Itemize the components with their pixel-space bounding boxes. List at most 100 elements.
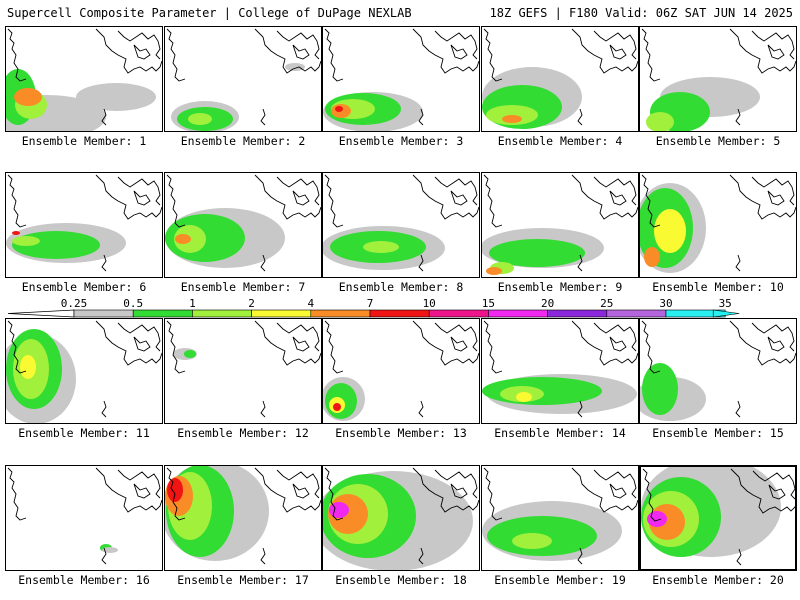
scp-contour-region bbox=[188, 113, 212, 125]
colorbar-tick-label: 35 bbox=[719, 297, 732, 310]
scp-field-map bbox=[482, 174, 638, 275]
scp-field-map bbox=[323, 28, 479, 131]
scp-contour-region bbox=[12, 231, 20, 235]
scp-contour-region bbox=[646, 112, 674, 131]
ensemble-member-label: Ensemble Member: 6 bbox=[21, 280, 147, 294]
scp-field-map bbox=[640, 320, 796, 421]
colorbar-segment bbox=[310, 309, 371, 318]
scp-field-map bbox=[6, 320, 162, 423]
color-scale-bar: 0.25 0.5 1 2 4 7 10 15 20 25 30 35 bbox=[7, 297, 740, 318]
scp-field-map bbox=[323, 320, 479, 421]
scp-field-map bbox=[165, 174, 321, 272]
coastline-outline bbox=[7, 467, 162, 565]
ensemble-map-panel bbox=[5, 465, 163, 571]
scp-contour-region bbox=[512, 533, 552, 549]
scp-field-map bbox=[323, 174, 479, 272]
ensemble-map-panel bbox=[481, 465, 639, 571]
scp-contour-region bbox=[363, 241, 399, 253]
ensemble-map-panel bbox=[5, 172, 163, 278]
scp-contour-region bbox=[654, 209, 686, 253]
colorbar-tick-label: 0.5 bbox=[123, 297, 143, 310]
ensemble-map-panel bbox=[639, 318, 797, 424]
header-right-title: 18Z GEFS | F180 Valid: 06Z SAT JUN 14 20… bbox=[489, 6, 793, 20]
ensemble-member-label: Ensemble Member: 15 bbox=[652, 426, 784, 440]
scp-contour-region bbox=[333, 403, 341, 411]
scp-field-map bbox=[641, 28, 796, 131]
coastline-outline bbox=[483, 467, 638, 565]
colorbar-tick-label: 15 bbox=[482, 297, 495, 310]
ensemble-map-panel bbox=[481, 172, 639, 278]
colorbar-tick-label: 4 bbox=[307, 297, 314, 310]
ensemble-map-panel bbox=[164, 318, 322, 424]
ensemble-member-label: Ensemble Member: 14 bbox=[494, 426, 626, 440]
coastline-outline bbox=[324, 467, 479, 565]
coastline-outline bbox=[166, 320, 321, 418]
ensemble-map-panel bbox=[322, 465, 480, 571]
scp-contour-region bbox=[489, 239, 585, 267]
ensemble-map-panel bbox=[5, 318, 163, 424]
scp-contour-region bbox=[102, 547, 118, 553]
ensemble-member-label: Ensemble Member: 5 bbox=[655, 134, 781, 148]
scp-contour-region bbox=[184, 350, 196, 358]
coastline-outline bbox=[166, 174, 321, 272]
colorbar-right-arrow bbox=[712, 309, 740, 318]
header-left-title: Supercell Composite Parameter | College … bbox=[7, 6, 412, 20]
colorbar-segment bbox=[547, 309, 608, 318]
scp-contour-region bbox=[647, 511, 667, 527]
scp-contour-region bbox=[329, 502, 349, 518]
ensemble-map-panel bbox=[481, 318, 639, 424]
scp-contour-region bbox=[642, 363, 678, 415]
scp-contour-region bbox=[20, 355, 36, 379]
ensemble-map-panel bbox=[481, 26, 639, 132]
ensemble-map-panel bbox=[164, 465, 322, 571]
coastline-outline bbox=[324, 174, 479, 272]
colorbar-tick-label: 2 bbox=[248, 297, 255, 310]
ensemble-member-label: Ensemble Member: 1 bbox=[21, 134, 147, 148]
scp-field-map bbox=[482, 28, 638, 129]
colorbar-tick-label: 10 bbox=[423, 297, 436, 310]
colorbar-segment bbox=[192, 309, 252, 318]
scp-contour-region bbox=[335, 106, 343, 112]
coastline-outline bbox=[324, 320, 479, 418]
scp-contour-region bbox=[175, 234, 191, 244]
scp-contour-region bbox=[502, 115, 522, 123]
scp-contour-region bbox=[12, 236, 40, 246]
colorbar-segment bbox=[488, 309, 548, 318]
coastline-outline bbox=[324, 28, 479, 126]
ensemble-map-panel bbox=[322, 172, 480, 278]
ensemble-map-panel bbox=[639, 465, 797, 571]
coastline-outline bbox=[642, 468, 795, 566]
ensemble-member-label: Ensemble Member: 18 bbox=[335, 573, 467, 587]
scp-contour-region bbox=[285, 63, 305, 71]
ensemble-map-panel bbox=[639, 172, 797, 278]
ensemble-member-label: Ensemble Member: 11 bbox=[18, 426, 150, 440]
ensemble-map-panel bbox=[322, 318, 480, 424]
colorbar-segment bbox=[251, 309, 312, 318]
colorbar-tick-label: 25 bbox=[600, 297, 613, 310]
colorbar-tick-label: 30 bbox=[659, 297, 672, 310]
scp-field-map bbox=[166, 28, 321, 131]
scp-field-map bbox=[6, 174, 162, 272]
coastline-outline bbox=[641, 320, 796, 418]
ensemble-member-label: Ensemble Member: 12 bbox=[177, 426, 309, 440]
colorbar-segment bbox=[428, 309, 489, 318]
coastline-outline bbox=[166, 28, 321, 126]
scp-field-map bbox=[7, 467, 162, 565]
scp-field-map bbox=[165, 466, 321, 565]
ensemble-member-label: Ensemble Member: 20 bbox=[652, 573, 784, 587]
scp-contour-region bbox=[76, 83, 156, 111]
coastline-outline bbox=[166, 467, 321, 565]
scp-field-map bbox=[166, 320, 321, 418]
scp-field-map bbox=[482, 467, 638, 565]
scp-field-map bbox=[641, 467, 795, 566]
ensemble-member-label: Ensemble Member: 2 bbox=[180, 134, 306, 148]
scp-contour-region bbox=[14, 88, 42, 106]
coastline-outline bbox=[7, 28, 162, 126]
coastline-outline bbox=[7, 320, 162, 418]
ensemble-member-label: Ensemble Member: 16 bbox=[18, 573, 150, 587]
coastline-outline bbox=[7, 174, 162, 272]
ensemble-map-panel bbox=[639, 26, 797, 132]
scp-contour-region bbox=[516, 392, 532, 402]
ensemble-map-panel bbox=[322, 26, 480, 132]
ensemble-member-label: Ensemble Member: 3 bbox=[338, 134, 464, 148]
